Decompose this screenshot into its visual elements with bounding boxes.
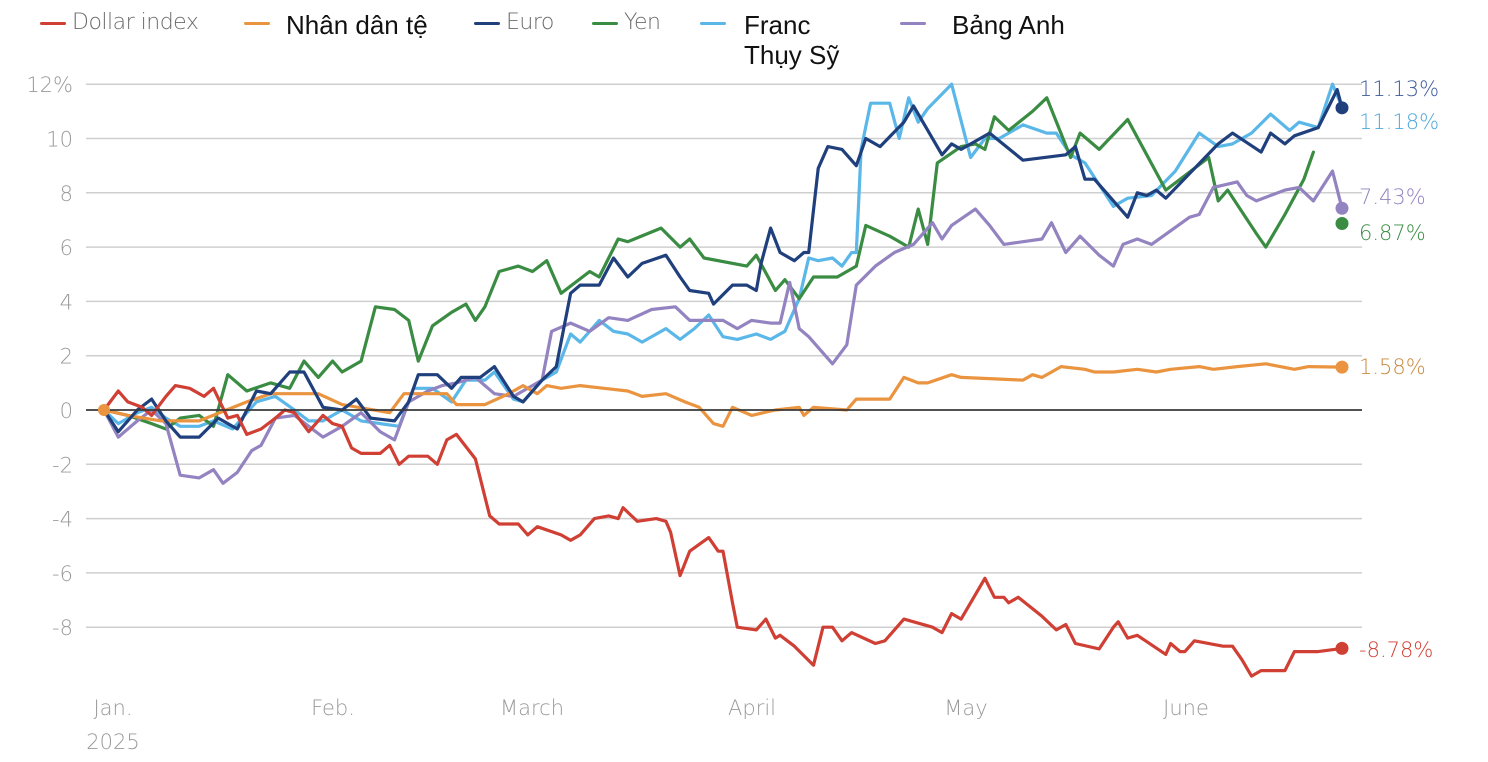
legend-swatch-navy xyxy=(474,22,500,25)
end-value-label: 1.58% xyxy=(1359,355,1426,379)
x-tick-year: 2025 xyxy=(86,730,139,754)
x-tick-label: June xyxy=(1163,696,1209,720)
legend-item-dollar-index: Dollar index xyxy=(40,0,199,46)
legend-label: Nhân dân tệ xyxy=(286,10,428,40)
y-tick-label: -6 xyxy=(52,562,73,586)
y-tick-label: 8 xyxy=(60,182,73,206)
series-line xyxy=(102,169,1344,485)
series-line xyxy=(102,96,1316,431)
chart-legend: Dollar index Nhân dân tệ Euro Yen Franc … xyxy=(0,0,1488,80)
legend-label-line2: Thụy Sỹ xyxy=(744,40,840,70)
legend-swatch-purple xyxy=(900,22,926,25)
x-tick-label: Feb. xyxy=(311,696,355,720)
y-tick-label: -4 xyxy=(52,508,73,532)
legend-item-euro: Euro xyxy=(474,0,554,46)
y-tick-label: 0 xyxy=(60,399,73,423)
legend-label: Euro xyxy=(506,10,554,35)
legend-item-gbp: Bảng Anh xyxy=(900,0,1065,40)
legend-label: Dollar index xyxy=(72,10,199,35)
legend-swatch-lightblue xyxy=(700,22,726,25)
legend-item-cny: Nhân dân tệ xyxy=(244,0,428,40)
y-tick-label: -8 xyxy=(52,616,73,640)
legend-label: Bảng Anh xyxy=(952,10,1065,40)
x-tick-label: March xyxy=(500,696,564,720)
x-tick-label: Jan. xyxy=(93,696,132,720)
end-value-label: -8.78% xyxy=(1359,638,1433,662)
legend-item-franc: Franc Thụy Sỹ xyxy=(700,0,839,70)
legend-swatch-green xyxy=(592,22,618,25)
y-tick-label: -2 xyxy=(52,453,73,477)
y-tick-label: 4 xyxy=(60,290,73,314)
series-lines xyxy=(86,82,1362,678)
legend-item-yen: Yen xyxy=(592,0,661,46)
legend-label: Franc xyxy=(744,10,811,40)
legend-swatch-red xyxy=(40,22,66,25)
series-line xyxy=(102,362,1344,428)
end-marker xyxy=(1335,216,1349,230)
end-value-label: 6.87% xyxy=(1359,221,1426,245)
x-tick-label: April xyxy=(728,696,776,720)
series-line xyxy=(102,87,1344,439)
end-marker xyxy=(1335,360,1349,374)
end-value-label: 7.43% xyxy=(1359,185,1426,209)
gridlines xyxy=(86,83,1362,628)
x-axis-ticks: Jan. Feb. March April May June 2025 xyxy=(86,696,1209,754)
end-marker xyxy=(1335,641,1349,655)
series-line xyxy=(102,82,1344,431)
y-axis-ticks: 12% 10 8 6 4 2 0 -2 -4 -6 -8 xyxy=(26,73,73,640)
end-marker xyxy=(1335,101,1349,115)
y-tick-label: 6 xyxy=(60,236,73,260)
x-tick-label: May xyxy=(944,696,987,720)
end-labels: -8.78% 1.58% 11.13% 6.87% 11.18% 7.43% xyxy=(1335,77,1439,662)
end-value-label: 11.18% xyxy=(1359,110,1439,134)
end-marker xyxy=(1335,201,1349,215)
end-value-label: 11.13% xyxy=(1359,77,1439,101)
legend-swatch-orange xyxy=(244,22,270,25)
start-marker xyxy=(98,404,110,416)
y-tick-label: 2 xyxy=(60,345,73,369)
y-tick-label: 12% xyxy=(26,73,73,97)
series-line xyxy=(102,384,1344,678)
legend-label: Yen xyxy=(624,10,661,35)
y-tick-label: 10 xyxy=(46,128,73,152)
